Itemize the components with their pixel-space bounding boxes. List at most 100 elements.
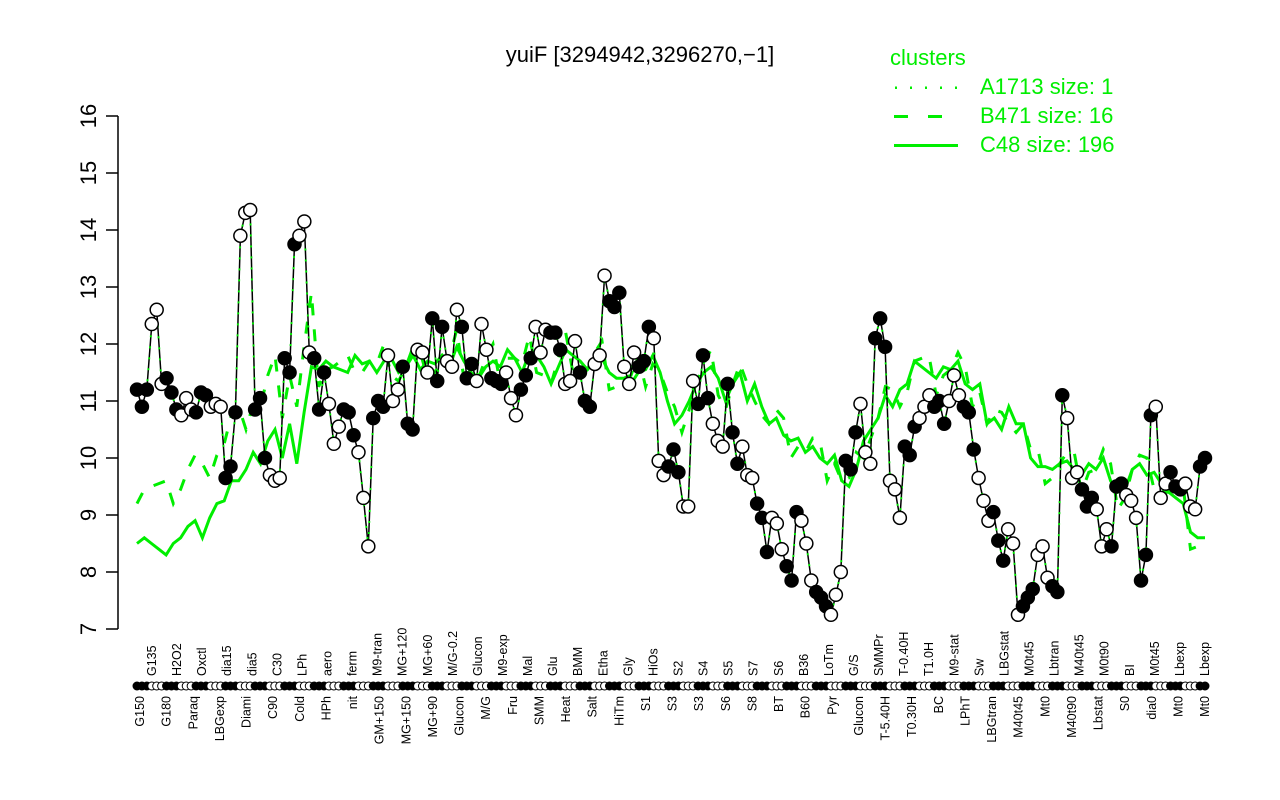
x-tick-label: G/S: [847, 654, 861, 676]
data-point: [533, 345, 548, 360]
data-point: [257, 450, 273, 466]
data-point: [508, 408, 524, 423]
data-point: [434, 319, 450, 335]
data-point: [346, 427, 361, 443]
data-point: [961, 405, 977, 420]
data-point: [784, 573, 799, 588]
x-tick-label: S3: [666, 696, 680, 711]
x-tick-label: M0t45: [1023, 641, 1037, 676]
data-point: [223, 459, 238, 474]
data-point: [612, 285, 627, 300]
x-tick-label: BMM: [571, 647, 585, 676]
x-axis-markers: [132, 681, 1210, 691]
data-point: [503, 390, 519, 406]
legend-label: C48 size: 196: [980, 131, 1115, 157]
data-point: [395, 359, 411, 375]
data-point: [548, 325, 563, 340]
legend-label: A1713 size: 1: [980, 73, 1114, 99]
data-point: [616, 359, 632, 375]
x-tick-label: HiTm: [612, 696, 626, 726]
data-point: [887, 482, 903, 497]
solid-line-icon: [894, 143, 958, 147]
data-point: [735, 439, 750, 454]
data-point: [321, 396, 337, 412]
x-tick-label: C90: [266, 696, 280, 719]
data-point: [277, 351, 292, 366]
x-tick-label: SMM: [532, 696, 546, 725]
x-tick-label: Diami: [240, 696, 254, 728]
x-tick-label: Oxctl: [195, 648, 209, 676]
data-point: [685, 373, 701, 389]
data-point: [1099, 522, 1114, 537]
data-point: [848, 425, 863, 440]
expression-points: [129, 202, 1213, 622]
data-point: [863, 456, 878, 471]
data-point: [405, 422, 420, 437]
y-tick-label: 12: [76, 332, 101, 356]
data-point: [995, 553, 1011, 568]
data-point: [705, 416, 721, 432]
x-tick-label: G135: [145, 645, 159, 676]
data-point: [607, 299, 622, 315]
y-tick-label: 15: [76, 161, 101, 185]
data-point: [282, 365, 297, 380]
x-tick-label: Mal: [521, 656, 535, 676]
x-tick-label: S6: [772, 661, 786, 676]
x-tick-label: LBGtran: [985, 696, 999, 743]
data-point: [725, 425, 740, 440]
dotted-line-icon: [895, 86, 958, 89]
data-point: [1104, 539, 1119, 554]
x-tick-label: M0t90: [1098, 641, 1112, 676]
x-axis-labels: G135 H2O2 Oxctl dia15 dia5 C30 LPh aero ferm M9-t…: [133, 628, 1212, 745]
data-point: [744, 470, 760, 486]
data-point: [252, 390, 268, 406]
data-point: [971, 470, 986, 486]
data-point: [1005, 536, 1021, 551]
data-point: [1035, 539, 1050, 554]
data-point: [700, 390, 716, 406]
x-tick-label: S8: [745, 696, 759, 711]
data-point: [966, 442, 981, 457]
x-tick-label: nit: [346, 695, 360, 709]
data-point: [242, 202, 258, 218]
data-point: [749, 496, 765, 511]
data-point: [582, 399, 598, 414]
data-point: [794, 513, 809, 528]
x-tick-label: Paraq: [186, 696, 200, 729]
x-tick-label: M40t90: [1065, 696, 1079, 738]
data-point: [1050, 584, 1065, 600]
data-point: [646, 331, 662, 346]
data-point: [365, 410, 381, 426]
data-point: [272, 470, 287, 486]
x-tick-label: Pyr: [825, 696, 839, 715]
chart-title: yuiF [3294942,3296270,−1]: [505, 42, 775, 67]
data-point: [1059, 410, 1075, 426]
x-tick-label: Lbtran: [1048, 641, 1062, 676]
data-point: [853, 396, 868, 412]
data-point: [671, 465, 686, 480]
x-tick-label: S2: [672, 661, 686, 676]
x-tick-label: T-0.40H: [897, 632, 911, 676]
data-point: [159, 370, 174, 386]
data-point: [1025, 581, 1040, 597]
x-tick-label: M0t45: [1148, 641, 1162, 676]
data-point: [621, 376, 637, 392]
data-point: [1148, 399, 1164, 414]
data-point: [1000, 522, 1016, 537]
x-tick-label: T-5.40H: [879, 696, 893, 740]
data-point: [316, 365, 332, 380]
x-tick-label: dia0: [1145, 696, 1159, 720]
data-point: [474, 316, 489, 332]
data-point: [469, 373, 484, 389]
data-point: [134, 399, 150, 414]
x-tick-label: B36: [797, 654, 811, 676]
y-tick-label: 14: [76, 218, 101, 242]
x-tick-label: M40t45: [1073, 634, 1087, 676]
x-tick-label: Lbexp: [1198, 642, 1212, 676]
data-point: [695, 348, 711, 363]
data-point: [454, 319, 470, 335]
data-point: [774, 541, 789, 557]
x-tick-label: H2O2: [170, 643, 184, 676]
x-tick-label: C30: [270, 653, 284, 676]
data-point: [149, 302, 164, 318]
